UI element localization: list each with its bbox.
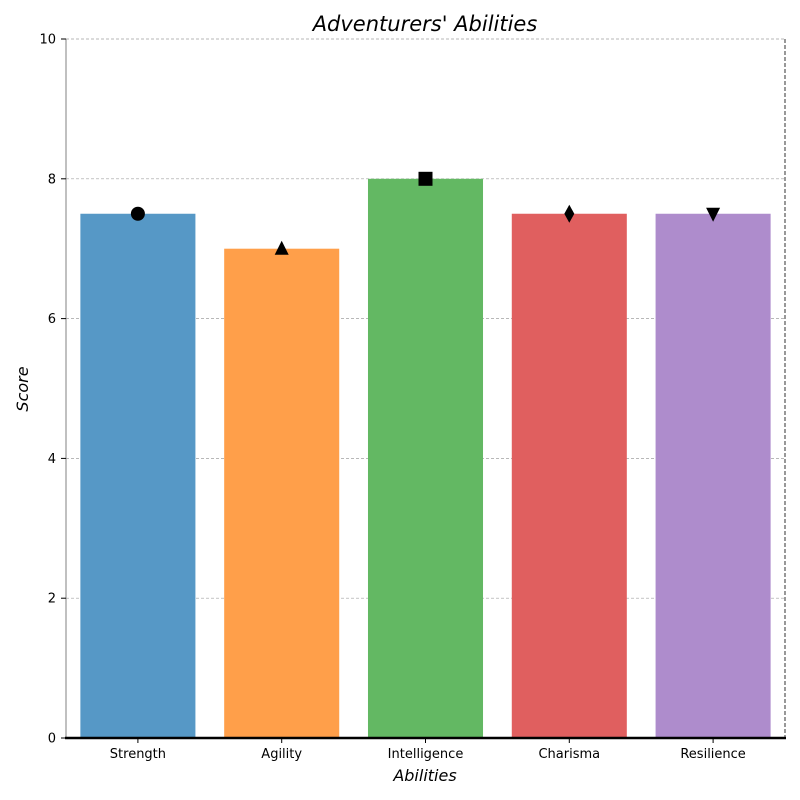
x-tick-label: Agility: [261, 747, 302, 762]
y-tick-label: 6: [48, 312, 56, 327]
bars: [80, 178, 771, 739]
x-axis-label: Abilities: [392, 766, 456, 785]
y-tick-label: 8: [48, 172, 56, 187]
bar-agility: [224, 248, 340, 738]
chart-title: Adventurers' Abilities: [311, 12, 538, 36]
x-tick-label: Charisma: [538, 747, 600, 762]
marker-intelligence: [418, 171, 433, 186]
marker-agility: [274, 240, 289, 255]
y-tick-label: 4: [48, 452, 56, 467]
marker-charisma: [564, 204, 575, 223]
bar-strength: [80, 213, 196, 738]
marker-resilience: [706, 207, 721, 222]
x-tick-label: Strength: [110, 747, 166, 762]
tick-labels: 0 2 4 6 8 10 Strength Agility Intelligence Charis…: [39, 33, 745, 763]
y-axis-label: Score: [13, 366, 32, 411]
marker-strength: [130, 206, 145, 221]
y-tick-label: 10: [39, 33, 56, 48]
bar-intelligence: [367, 178, 484, 739]
y-tick-label: 2: [48, 592, 56, 607]
y-tick-label: 0: [48, 732, 56, 747]
markers: [130, 171, 721, 255]
bar-charisma: [511, 213, 627, 738]
bar-resilience: [655, 213, 771, 738]
x-tick-label: Resilience: [680, 747, 745, 762]
x-tick-label: Intelligence: [388, 747, 464, 762]
